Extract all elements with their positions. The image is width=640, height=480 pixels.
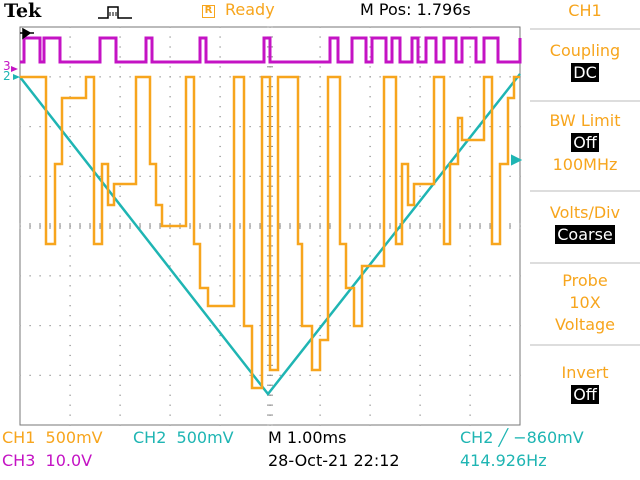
invert-button[interactable]: Invert Off: [530, 362, 640, 406]
probe-value: 10X: [569, 293, 601, 312]
bw-limit-label: BW Limit: [549, 111, 621, 130]
menu-divider: [530, 28, 640, 30]
probe-button[interactable]: Probe 10X Voltage: [530, 270, 640, 336]
ch1-waveform: [20, 75, 520, 390]
trigger-pulse-icon: [98, 6, 132, 19]
probe-label: Probe: [562, 271, 608, 290]
acquisition-state-icon: R: [202, 5, 215, 18]
trigger-info: CH2 ╱ −860mV: [460, 428, 584, 447]
ch1-scale: CH1 500mV: [2, 428, 103, 447]
horizontal-position: M Pos: 1.796s: [360, 0, 471, 19]
ch3-scale: CH3 10.0V: [2, 451, 93, 470]
timebase: M 1.00ms: [268, 428, 347, 447]
menu-divider: [530, 344, 640, 346]
menu-divider: [530, 100, 640, 102]
coupling-label: Coupling: [549, 41, 621, 60]
menu-divider: [530, 262, 640, 264]
menu-divider: [530, 190, 640, 192]
trigger-level-icon: [511, 154, 523, 166]
graticule-grid: [19, 26, 521, 426]
probe-type: Voltage: [554, 315, 615, 334]
trigger-position-icon: [20, 27, 34, 40]
acquisition-status: Ready: [225, 0, 275, 19]
volts-div-button[interactable]: Volts/Div Coarse: [530, 202, 640, 246]
date-time: 28-Oct-21 22:12: [268, 451, 400, 470]
volts-div-label: Volts/Div: [549, 203, 621, 222]
ch3-level-arrow-icon: [11, 66, 18, 72]
brand-logo: Tek: [4, 0, 42, 22]
volts-div-value: Coarse: [555, 225, 615, 244]
coupling-value: DC: [571, 63, 599, 82]
bw-limit-value: Off: [571, 133, 599, 152]
bw-limit-freq: 100MHz: [552, 155, 618, 174]
menu-title: CH1: [568, 1, 602, 20]
ch2-level-arrow-icon: [13, 74, 20, 80]
invert-label: Invert: [561, 363, 609, 382]
ch3-marker: 3: [3, 59, 11, 73]
ch3-waveform: [20, 36, 522, 64]
ch1-ch2-marker: 2: [3, 69, 11, 83]
bw-limit-button[interactable]: BW Limit Off 100MHz: [530, 110, 640, 176]
coupling-button[interactable]: Coupling DC: [530, 40, 640, 84]
trigger-frequency: 414.926Hz: [460, 451, 547, 470]
invert-value: Off: [571, 385, 599, 404]
ch2-scale: CH2 500mV: [133, 428, 234, 447]
